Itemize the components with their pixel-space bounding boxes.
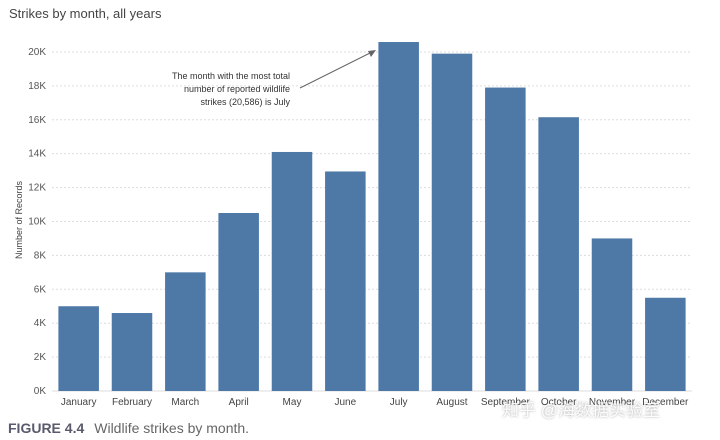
y-tick-label: 16K: [28, 115, 46, 126]
figure-caption-text: Wildlife strikes by month.: [94, 420, 250, 436]
x-tick-label: January: [61, 397, 97, 408]
bar-march: [165, 272, 206, 391]
annotation-line-3: strikes (20,586) is July: [200, 97, 290, 107]
y-axis-label: Number of Records: [14, 180, 24, 259]
y-tick-label: 10K: [28, 216, 46, 227]
bar-july: [378, 42, 419, 392]
y-tick-label: 20K: [28, 47, 46, 58]
y-tick-label: 12K: [28, 183, 46, 194]
annotation-arrow: [299, 51, 373, 89]
bar-may: [271, 151, 313, 391]
y-tick-label: 14K: [28, 149, 46, 160]
y-tick-label: 4K: [34, 318, 47, 329]
bars: [58, 42, 686, 392]
bar-january: [58, 306, 99, 391]
annotation-line-2: number of reported wildlife: [184, 84, 290, 94]
x-tick-label: October: [541, 397, 577, 408]
bar-june: [325, 171, 366, 391]
y-tick-label: 18K: [28, 81, 46, 92]
y-tick-label: 0K: [34, 386, 47, 397]
figure-number: FIGURE 4.4: [8, 420, 85, 436]
x-tick-label: December: [642, 397, 689, 408]
annotation: The month with the most total number of …: [172, 50, 376, 107]
bar-october: [538, 117, 579, 391]
y-tick-label: 8K: [34, 250, 47, 261]
x-tick-label: November: [589, 397, 636, 408]
x-tick-label: April: [229, 397, 249, 408]
bar-november: [591, 238, 633, 391]
x-tick-label: July: [390, 397, 408, 408]
bar-april: [218, 213, 259, 391]
y-axis-ticks: 0K 2K 4K 6K 8K 10K 12K 14K 16K 18K 20K: [28, 47, 46, 397]
annotation-arrowhead: [368, 50, 376, 57]
y-tick-label: 6K: [34, 284, 47, 295]
bar-chart: 0K 2K 4K 6K 8K 10K 12K 14K 16K 18K 20K January Febr…: [14, 42, 692, 408]
bar-september: [485, 87, 526, 392]
x-axis-ticks: January February March April May June July Augu…: [61, 397, 689, 408]
bar-december: [645, 297, 686, 391]
figure-caption: FIGURE 4.4 Wildlife strikes by month.: [8, 420, 249, 436]
bar-february: [111, 313, 153, 391]
x-tick-label: June: [334, 397, 356, 408]
x-tick-label: May: [283, 397, 302, 408]
chart-title: Strikes by month, all years: [9, 6, 162, 21]
bar-august: [431, 53, 473, 392]
x-tick-label: March: [171, 397, 199, 408]
x-tick-label: September: [481, 397, 531, 408]
x-tick-label: February: [112, 397, 152, 408]
watermark: 知乎 @海数据实验室: [502, 401, 660, 420]
y-tick-label: 2K: [34, 352, 47, 363]
x-tick-label: August: [436, 397, 467, 408]
annotation-line-1: The month with the most total: [172, 71, 290, 81]
